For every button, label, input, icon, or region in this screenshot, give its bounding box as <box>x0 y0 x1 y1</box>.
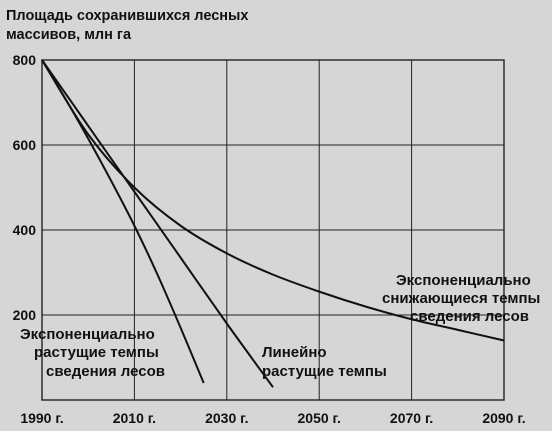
x-tick-label: 2090 г. <box>482 410 525 426</box>
annotation-exp-growth-line-1: Экспоненциально <box>20 326 155 343</box>
series-line-linear-growth <box>41 59 274 388</box>
annotation-exp-growth-line-3: сведения лесов <box>46 363 165 380</box>
y-tick-label: 400 <box>13 222 37 238</box>
chart-series <box>41 59 505 388</box>
x-tick-label: 2050 г. <box>298 410 341 426</box>
x-tick-label: 2070 г. <box>390 410 433 426</box>
y-axis-title-line-1: Площадь сохранившихся лесных <box>6 8 248 24</box>
x-axis-ticks: 1990 г. 2010 г. 2030 г. 2050 г. 2070 г. 2090 … <box>20 410 525 426</box>
y-axis-title-line-2: массивов, млн га <box>6 27 132 43</box>
x-tick-label: 2010 г. <box>113 410 156 426</box>
annotation-exp-decline-line-1: Экспоненциально <box>396 272 531 289</box>
annotation-linear-line-2: растущие темпы <box>262 363 387 380</box>
annotation-linear-growth: Линейно растущие темпы <box>262 344 387 380</box>
series-line-exponential-decline <box>41 59 505 342</box>
annotation-exp-decline-line-3: сведения лесов <box>410 308 529 325</box>
x-tick-label: 2030 г. <box>205 410 248 426</box>
y-tick-label: 200 <box>13 307 37 323</box>
annotation-exponential-growth: Экспоненциально растущие темпы сведения … <box>20 326 165 380</box>
annotation-exp-decline-line-2: снижающиеся темпы <box>382 290 540 307</box>
y-tick-label: 800 <box>13 52 37 68</box>
plot-frame <box>41 59 505 401</box>
annotation-exponential-decline: Экспоненциально снижающиеся темпы сведен… <box>382 272 540 325</box>
x-tick-label: 1990 г. <box>20 410 63 426</box>
annotation-linear-line-1: Линейно <box>262 344 327 361</box>
annotation-exp-growth-line-2: растущие темпы <box>34 344 159 361</box>
y-tick-label: 600 <box>13 137 37 153</box>
y-axis-ticks: 200 400 600 800 <box>13 52 37 323</box>
chart-grid <box>41 59 505 401</box>
